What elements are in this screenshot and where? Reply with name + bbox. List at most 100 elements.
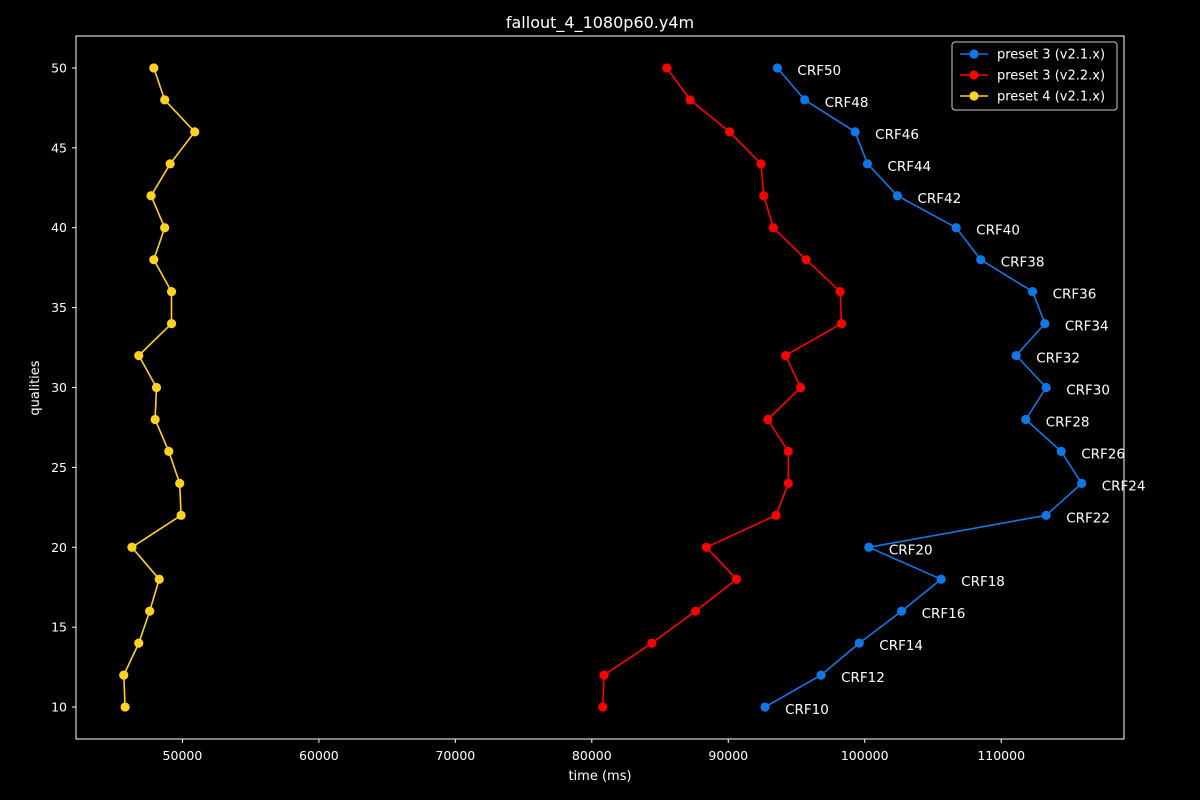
data-label: CRF42 xyxy=(917,191,961,207)
legend-box xyxy=(951,41,1118,111)
data-point xyxy=(164,446,174,457)
data-point xyxy=(835,287,845,297)
series-2 xyxy=(598,63,847,712)
data-point xyxy=(662,63,672,73)
data-point xyxy=(146,191,156,201)
legend-marker xyxy=(969,91,979,101)
data-point xyxy=(862,159,873,169)
x-tick-label: 60000 xyxy=(299,748,339,763)
data-point xyxy=(725,127,735,137)
x-axis-label: time (ms) xyxy=(568,769,631,784)
y-tick-label: 40 xyxy=(51,220,67,235)
data-point xyxy=(149,63,159,73)
legend-marker xyxy=(969,70,979,80)
y-tick-label: 10 xyxy=(51,700,67,715)
data-labels-layer: CRF50 CRF48 CRF46 CRF44 CRF42 CRF40 CRF38 CRF36… xyxy=(785,63,1145,718)
data-point xyxy=(864,542,874,552)
data-point xyxy=(165,159,175,169)
y-tick-label: 30 xyxy=(51,380,67,395)
data-point xyxy=(154,574,164,584)
data-point xyxy=(759,191,769,201)
data-point xyxy=(150,414,160,425)
series-layer xyxy=(119,63,1087,712)
data-label: CRF32 xyxy=(1036,351,1080,367)
data-point xyxy=(1011,350,1021,361)
data-point xyxy=(160,223,170,233)
data-point xyxy=(850,127,860,137)
data-point xyxy=(1027,287,1038,297)
legend: preset 3 (v2.1.x) preset 3 (v2.2.x) preset… xyxy=(951,41,1118,111)
data-point xyxy=(134,638,144,648)
data-label: CRF38 xyxy=(1001,255,1045,271)
data-point xyxy=(836,318,847,329)
data-point xyxy=(896,606,907,616)
data-label: CRF12 xyxy=(841,670,885,686)
legend-item: preset 3 (v2.2.x) xyxy=(960,69,1105,84)
data-point xyxy=(951,223,961,233)
data-point xyxy=(771,510,781,520)
y-tick-label: 35 xyxy=(51,300,67,315)
data-label: CRF14 xyxy=(879,638,923,654)
data-point xyxy=(690,606,701,616)
data-label: CRF44 xyxy=(887,159,931,175)
data-point xyxy=(783,478,793,488)
data-label: CRF36 xyxy=(1053,287,1097,303)
data-point xyxy=(801,255,811,265)
y-tick-label: 25 xyxy=(51,460,67,475)
data-label: CRF10 xyxy=(785,702,829,718)
data-point xyxy=(166,287,177,297)
x-tick-label: 100000 xyxy=(841,748,889,763)
legend-label: preset 3 (v2.2.x) xyxy=(997,69,1105,84)
data-point xyxy=(160,95,170,105)
data-point xyxy=(763,414,773,425)
data-point xyxy=(598,702,608,712)
data-point xyxy=(816,670,826,680)
data-point xyxy=(783,446,793,457)
data-point xyxy=(1041,510,1051,520)
data-point xyxy=(1077,478,1087,488)
data-label: CRF50 xyxy=(797,63,841,79)
data-point xyxy=(190,127,200,137)
x-tick-label: 50000 xyxy=(163,748,203,763)
data-label: CRF34 xyxy=(1065,319,1109,335)
data-point xyxy=(166,318,177,329)
data-point xyxy=(134,350,144,361)
data-point xyxy=(768,223,778,233)
series-1 xyxy=(760,63,1087,712)
data-point xyxy=(892,191,903,201)
data-point xyxy=(145,606,155,616)
data-point xyxy=(936,574,946,584)
legend-marker xyxy=(969,49,979,59)
x-axis: 50000 60000 70000 80000 90000 100000 110000 xyxy=(163,739,1025,763)
data-label: CRF48 xyxy=(825,95,869,111)
x-tick-label: 70000 xyxy=(435,748,475,763)
legend-label: preset 3 (v2.1.x) xyxy=(997,48,1105,63)
data-point xyxy=(854,638,864,648)
data-point xyxy=(149,255,159,265)
y-axis-label: qualities xyxy=(28,360,43,415)
y-tick-label: 45 xyxy=(51,140,67,155)
data-point xyxy=(976,255,986,265)
legend-label: preset 4 (v2.1.x) xyxy=(997,90,1105,105)
data-label: CRF28 xyxy=(1046,414,1090,430)
series-3 xyxy=(119,63,200,712)
data-point xyxy=(731,574,742,584)
data-label: CRF16 xyxy=(922,606,966,622)
y-axis: 10 15 20 25 30 35 40 45 50 xyxy=(51,60,76,715)
data-label: CRF22 xyxy=(1066,510,1110,526)
data-point xyxy=(1021,414,1031,425)
data-point xyxy=(701,542,712,552)
data-label: CRF18 xyxy=(961,574,1005,590)
data-point xyxy=(647,638,657,648)
data-label: CRF30 xyxy=(1066,383,1110,399)
data-point xyxy=(685,95,695,105)
data-point xyxy=(780,350,791,361)
y-tick-label: 15 xyxy=(51,620,67,635)
data-point xyxy=(1040,318,1050,329)
x-tick-label: 90000 xyxy=(708,748,748,763)
data-point xyxy=(120,702,130,712)
chart-title: fallout_4_1080p60.y4m xyxy=(506,13,694,33)
data-label: CRF40 xyxy=(976,223,1020,239)
data-point xyxy=(127,542,137,552)
